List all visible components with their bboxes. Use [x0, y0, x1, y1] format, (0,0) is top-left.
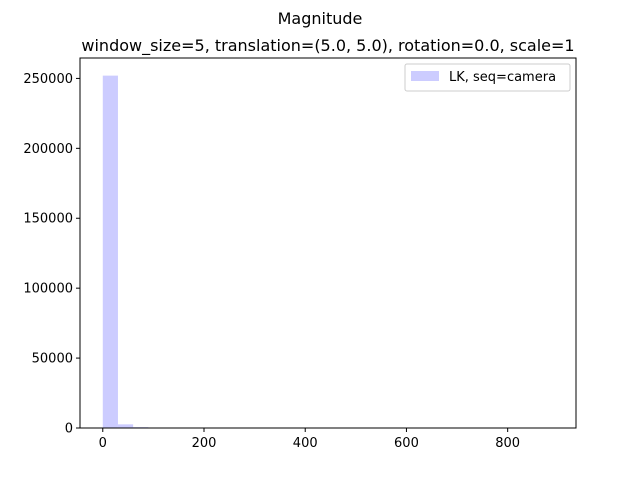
y-tick-label: 0 — [65, 422, 73, 437]
chart-title: window_size=5, translation=(5.0, 5.0), r… — [81, 36, 574, 56]
x-tick-label: 800 — [495, 436, 520, 451]
x-tick-label: 200 — [192, 436, 217, 451]
chart-suptitle: Magnitude — [278, 9, 363, 28]
legend-label: LK, seq=camera — [449, 70, 556, 85]
histogram-bar — [103, 76, 118, 428]
y-tick-label: 150000 — [23, 212, 73, 227]
y-tick-label: 200000 — [23, 142, 73, 157]
x-tick-label: 600 — [394, 436, 419, 451]
x-tick-label: 0 — [99, 436, 107, 451]
y-tick-label: 50000 — [32, 352, 73, 367]
y-tick-label: 250000 — [23, 72, 73, 87]
histogram-bar — [118, 424, 133, 428]
legend-swatch — [411, 71, 439, 81]
y-tick-label: 100000 — [23, 282, 73, 297]
legend: LK, seq=camera — [405, 64, 570, 91]
x-tick-label: 400 — [293, 436, 318, 451]
